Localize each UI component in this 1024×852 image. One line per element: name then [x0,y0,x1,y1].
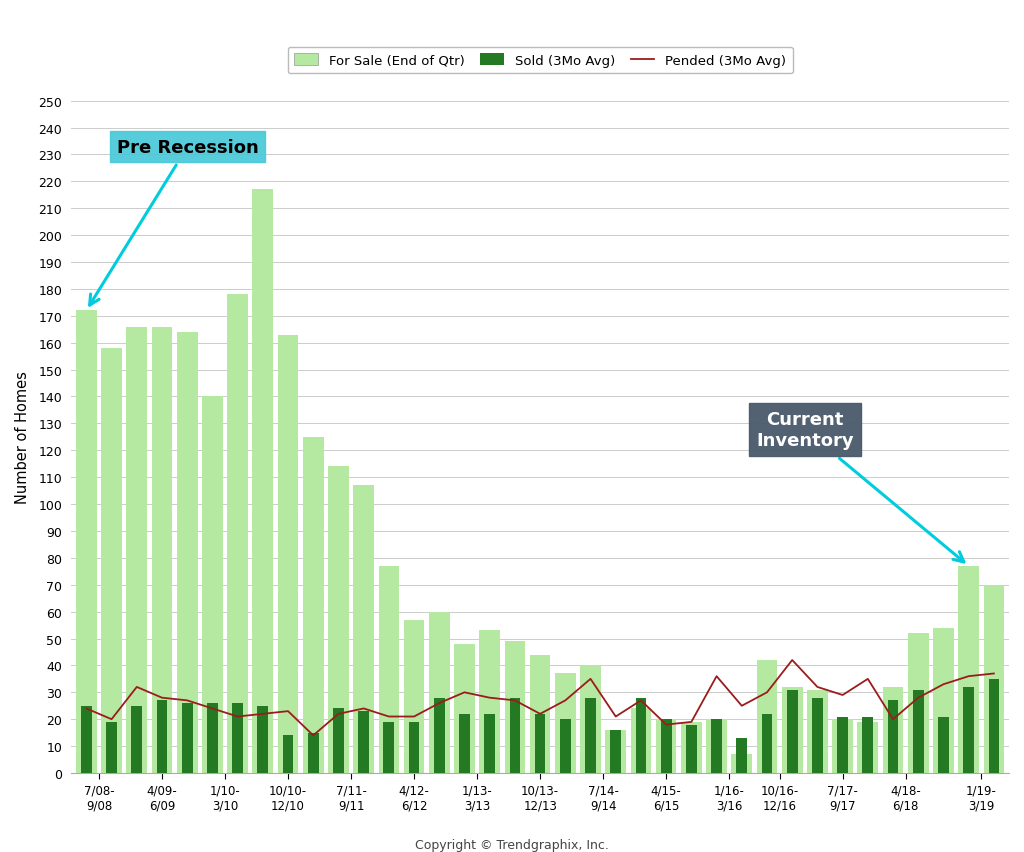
Bar [157,700,167,773]
Bar [479,630,500,773]
Bar [686,725,696,773]
Bar [308,733,318,773]
Bar [833,719,853,773]
Bar [807,690,827,773]
Bar [126,327,147,773]
Bar [76,311,96,773]
Legend: For Sale (End of Qtr), Sold (3Mo Avg), Pended (3Mo Avg): For Sale (End of Qtr), Sold (3Mo Avg), P… [288,48,793,74]
Bar [883,687,903,773]
Bar [227,295,248,773]
Bar [232,703,243,773]
Bar [257,706,268,773]
Bar [505,642,525,773]
Bar [358,711,369,773]
Bar [712,719,722,773]
Bar [581,665,601,773]
Bar [933,628,953,773]
Y-axis label: Number of Homes: Number of Homes [15,371,30,504]
Bar [283,735,294,773]
Bar [535,714,546,773]
Bar [328,467,349,773]
Bar [555,674,575,773]
Bar [762,714,772,773]
Bar [81,706,92,773]
Bar [736,738,748,773]
Bar [152,327,172,773]
Bar [202,397,223,773]
Bar [560,719,570,773]
Bar [429,612,450,773]
Bar [707,719,727,773]
Bar [655,719,677,773]
Bar [303,437,324,773]
Bar [912,690,924,773]
Bar [938,717,949,773]
Bar [812,698,823,773]
Bar [610,730,622,773]
Bar [177,332,198,773]
Bar [757,660,777,773]
Bar [384,722,394,773]
Bar [434,698,444,773]
Bar [631,709,651,773]
Bar [660,719,672,773]
Bar [459,714,470,773]
Bar [605,730,626,773]
Bar [510,698,520,773]
Bar [838,717,848,773]
Bar [101,348,122,773]
Bar [983,585,1005,773]
Bar [862,717,873,773]
Bar [681,722,701,773]
Bar [207,703,218,773]
Bar [888,700,898,773]
Bar [353,486,374,773]
Text: Copyright © Trendgraphix, Inc.: Copyright © Trendgraphix, Inc. [415,838,609,851]
Bar [131,706,142,773]
Bar [636,698,646,773]
Bar [253,190,273,773]
Bar [403,620,424,773]
Bar [731,754,752,773]
Bar [786,690,798,773]
Bar [455,644,475,773]
Bar [278,335,298,773]
Text: Pre Recession: Pre Recession [90,139,258,306]
Bar [958,567,979,773]
Bar [484,714,495,773]
Bar [988,679,999,773]
Bar [106,722,117,773]
Bar [379,567,399,773]
Bar [585,698,596,773]
Bar [857,722,879,773]
Bar [964,687,974,773]
Bar [782,687,803,773]
Bar [529,655,551,773]
Text: Current
Inventory: Current Inventory [756,411,964,562]
Bar [908,633,929,773]
Bar [333,709,344,773]
Bar [409,722,420,773]
Bar [182,703,193,773]
